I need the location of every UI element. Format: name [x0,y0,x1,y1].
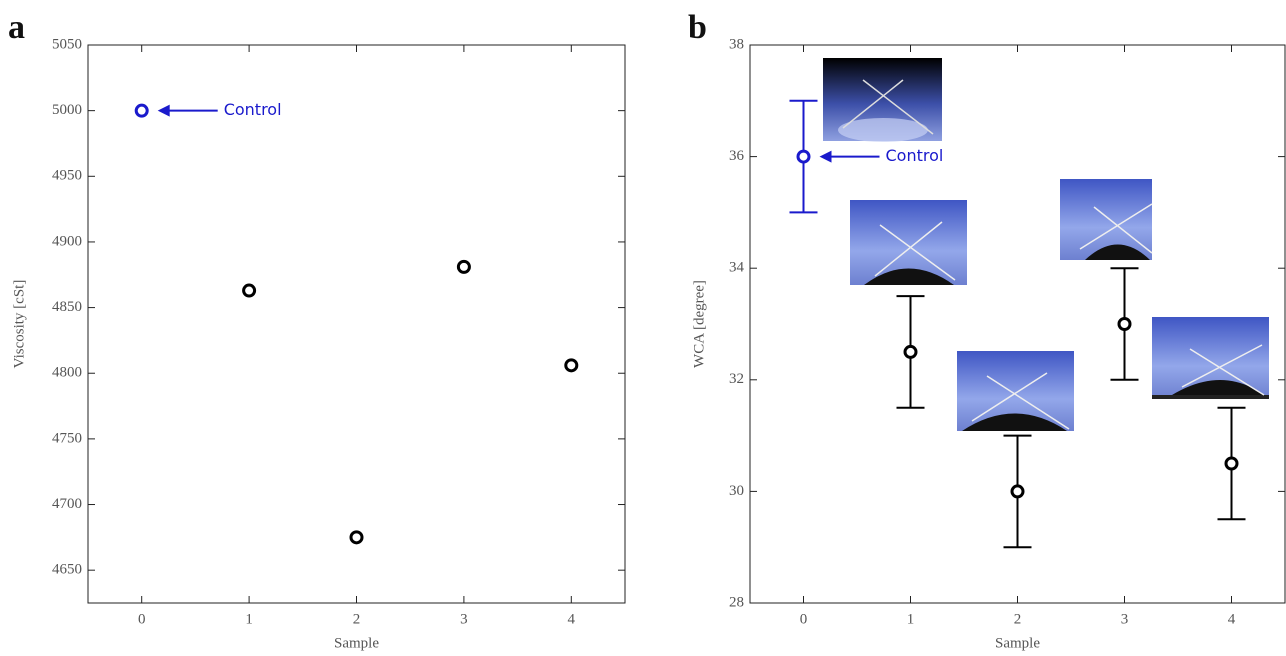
data-point [1010,484,1025,499]
data-point [349,530,364,545]
y-tick-label: 36 [729,148,745,164]
y-tick-label: 38 [729,36,744,52]
x-tick-label: 4 [568,611,576,627]
y-tick-label: 4900 [52,233,82,249]
data-point [796,149,811,164]
annotation-arrowhead [819,150,832,163]
y-tick-label: 34 [729,260,745,276]
x-tick-label: 2 [353,611,361,627]
y-tick-label: 5050 [52,36,82,52]
droplet-image [1152,317,1269,399]
y-tick-label: 4700 [52,496,82,512]
droplet-image [850,200,967,285]
data-point [564,358,579,373]
annotation: Control [886,146,944,165]
droplet-image [823,58,942,142]
y-tick-label: 4850 [52,299,82,315]
y-axis-label: WCA [degree] [691,280,707,368]
droplet-image [957,351,1074,431]
x-tick-label: 3 [1121,611,1129,627]
data-point [1224,456,1239,471]
y-tick-label: 4650 [52,562,82,578]
annotation-arrowhead [157,104,170,117]
x-tick-label: 3 [460,611,468,627]
y-tick-label: 4750 [52,430,82,446]
y-tick-label: 4950 [52,168,82,184]
data-point [242,283,257,298]
data-point [1117,317,1132,331]
droplet-image [1060,179,1153,260]
data-point [903,344,918,359]
panel-label: a [8,9,25,46]
annotation: Control [224,100,282,119]
y-tick-label: 28 [729,594,744,610]
y-tick-label: 5000 [52,102,82,118]
y-tick-label: 32 [729,371,744,387]
y-tick-label: 30 [729,483,744,499]
y-axis-label: Viscosity [cSt] [11,280,27,369]
x-tick-label: 4 [1228,611,1236,627]
x-tick-label: 1 [907,611,915,627]
plot-frame [87,44,626,604]
data-point [456,259,471,274]
x-tick-label: 0 [138,611,146,627]
y-tick-label: 4800 [52,365,82,381]
x-axis-label: Sample [995,635,1040,651]
x-tick-label: 2 [1014,611,1022,627]
x-tick-label: 1 [245,611,253,627]
x-axis-label: Sample [334,635,379,651]
x-tick-label: 0 [800,611,808,627]
droplet-images [823,58,1269,431]
panel-label: b [688,9,707,46]
data-point [134,103,149,118]
